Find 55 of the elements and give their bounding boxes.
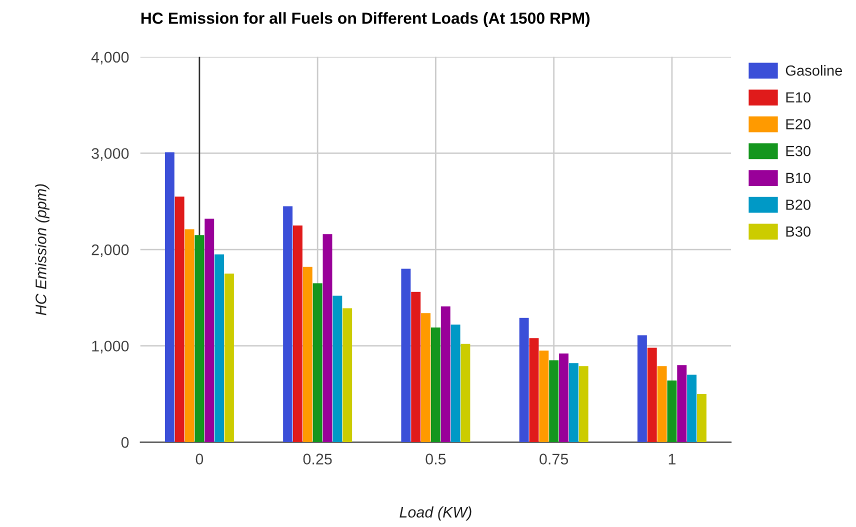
bar — [549, 360, 559, 442]
bar — [687, 374, 697, 442]
bar — [293, 225, 302, 442]
legend-label: B10 — [786, 172, 811, 184]
bar — [559, 354, 568, 442]
bar — [519, 318, 529, 442]
bar — [174, 196, 184, 442]
legend-label: E30 — [786, 146, 811, 156]
x-tick-label: 0 — [196, 454, 204, 464]
x-axis-title: Load (KW) — [400, 506, 472, 521]
bar — [460, 344, 470, 442]
bar — [677, 365, 687, 442]
bar — [224, 274, 234, 442]
bar — [283, 206, 293, 442]
legend-label: E20 — [786, 119, 811, 130]
bar — [401, 268, 411, 442]
bar — [194, 235, 204, 442]
x-tick-label: 0.75 — [540, 454, 568, 464]
chart-title: HC Emission for all Fuels on Different Loads (At 1500 RPM) — [141, 12, 590, 28]
bar — [578, 366, 588, 442]
bar — [697, 394, 706, 442]
bar — [411, 292, 421, 442]
bar — [214, 254, 224, 442]
bar — [332, 296, 342, 442]
y-tick-label: 3,000 — [92, 148, 129, 161]
bar — [184, 229, 194, 442]
legend-label: B30 — [786, 226, 811, 237]
bar — [647, 348, 657, 442]
y-tick-label: 4,000 — [91, 52, 129, 64]
bar — [667, 380, 677, 442]
x-tick-label: 0.25 — [303, 454, 332, 464]
bar — [164, 152, 174, 442]
y-tick-label: 0 — [121, 437, 129, 448]
bar — [529, 338, 539, 442]
bar — [450, 324, 460, 442]
legend-label: B20 — [786, 200, 811, 210]
x-tick-label: 0.5 — [426, 454, 446, 464]
y-tick-label: 1,000 — [92, 340, 129, 354]
legend-label: Gasoline — [786, 65, 842, 76]
bar — [637, 335, 647, 442]
bar — [342, 308, 352, 442]
bar — [539, 350, 549, 442]
y-axis-title: HC Emission (ppm) — [35, 184, 50, 316]
bar — [440, 306, 450, 442]
bar — [657, 366, 667, 442]
legend-label: E10 — [786, 92, 811, 103]
bar — [204, 218, 214, 442]
bar — [312, 283, 322, 442]
x-tick-label: 1 — [668, 454, 676, 464]
bar — [568, 363, 578, 442]
bar — [421, 313, 431, 442]
bar — [322, 234, 332, 442]
bar — [430, 328, 440, 442]
y-tick-label: 2,000 — [92, 244, 129, 258]
bar — [302, 266, 312, 442]
